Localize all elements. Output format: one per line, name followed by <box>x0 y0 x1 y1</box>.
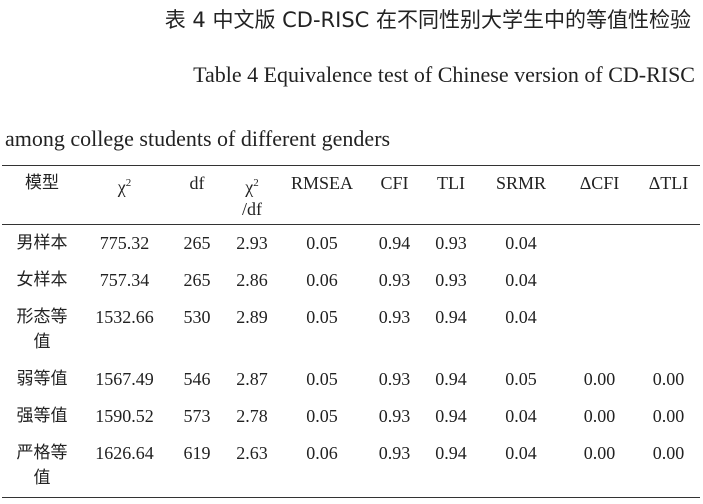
cell: 0.04 <box>505 406 537 426</box>
header-text: df <box>189 173 205 193</box>
superscript: 2 <box>253 177 259 189</box>
header-cell: CFI <box>367 165 422 225</box>
title-en: among college students of different gend… <box>5 126 391 151</box>
cell: 0.93 <box>378 270 411 290</box>
cell: 2.78 <box>236 406 268 426</box>
header-cell: ΔTLI <box>637 165 700 225</box>
header-cell: RMSEA <box>277 165 367 225</box>
header-text: ΔTLI <box>648 173 689 193</box>
cell: 0.93 <box>378 369 411 389</box>
header-text: χ <box>245 177 254 197</box>
row-label: 强等值 <box>16 406 68 426</box>
cell: 2.87 <box>236 369 268 389</box>
header-text: SRMR <box>495 173 547 193</box>
table-row: 男样本 775.32 265 2.93 0.05 0.94 0.93 0.04 <box>2 225 700 263</box>
cell: 265 <box>183 233 211 253</box>
cell: 0.00 <box>652 443 685 463</box>
header-cell: 模型 <box>2 165 82 225</box>
header-cell: df <box>167 165 227 225</box>
cell: 0.00 <box>583 406 616 426</box>
table-row: 严格等值 1626.64 619 2.63 0.06 0.93 0.94 0.04 0.00 0.… <box>2 435 700 498</box>
table-body: 男样本 775.32 265 2.93 0.05 0.94 0.93 0.04 女样本 757.3… <box>2 225 700 498</box>
cell: 0.05 <box>306 307 338 327</box>
cell: 1626.64 <box>95 443 154 463</box>
table-row: 弱等值 1567.49 546 2.87 0.05 0.93 0.94 0.05 0.00 0.0… <box>2 361 700 398</box>
cell: 757.34 <box>99 270 150 290</box>
cell: 2.93 <box>236 233 268 253</box>
cell: 0.93 <box>435 233 467 253</box>
cell: 0.00 <box>583 369 616 389</box>
cell: 2.86 <box>236 270 268 290</box>
empty-cell <box>562 262 637 299</box>
cell: 1532.66 <box>95 307 154 327</box>
cell: 0.05 <box>306 406 338 426</box>
header-text: ΔCFI <box>579 173 620 193</box>
row-label: 形态等值 <box>16 307 68 352</box>
header-cell: TLI <box>422 165 480 225</box>
cell: 0.94 <box>435 406 467 426</box>
title-cn: 表 4 中文版 CD-RISC 在不同性别大学生中的等值性检验 <box>164 8 691 32</box>
empty-cell <box>562 299 637 361</box>
cell: 0.00 <box>652 369 685 389</box>
cell: 1567.49 <box>95 369 154 389</box>
header-cell: SRMR <box>480 165 562 225</box>
superscript: 2 <box>125 177 132 189</box>
cell: 0.00 <box>583 443 616 463</box>
cell: 0.05 <box>505 369 537 389</box>
header-cell: χ2 <box>82 165 167 225</box>
cell: 0.94 <box>435 443 467 463</box>
table-row: 形态等值 1532.66 530 2.89 0.05 0.93 0.94 0.04 <box>2 299 700 361</box>
cell: 0.04 <box>505 443 537 463</box>
empty-cell <box>562 225 637 263</box>
cell: 265 <box>183 270 211 290</box>
cell: 0.93 <box>378 307 411 327</box>
header-text: /df <box>242 199 262 219</box>
cell: 0.04 <box>505 233 537 253</box>
row-label: 弱等值 <box>16 369 68 389</box>
cell: 0.05 <box>306 369 338 389</box>
cell: 2.63 <box>236 443 268 463</box>
cell: 0.94 <box>378 233 411 253</box>
cell: 573 <box>183 406 211 426</box>
row-label: 女样本 <box>16 270 68 290</box>
cell: 0.93 <box>435 270 467 290</box>
cell: 546 <box>183 369 211 389</box>
header-row: 模型 χ2 df χ2/df RMSEA CFI TLI SRMR ΔCFI ΔTLI <box>2 165 700 225</box>
cell: 0.05 <box>306 233 338 253</box>
header-text: RMSEA <box>290 173 353 193</box>
header-text: 模型 <box>25 173 59 193</box>
cell: 2.89 <box>236 307 268 327</box>
empty-cell <box>637 262 700 299</box>
table-row: 女样本 757.34 265 2.86 0.06 0.93 0.93 0.04 <box>2 262 700 299</box>
header-cell: χ2/df <box>227 165 277 225</box>
cell: 0.93 <box>378 443 411 463</box>
row-label: 严格等值 <box>16 443 68 488</box>
row-label: 男样本 <box>16 233 68 253</box>
table-row: 强等值 1590.52 573 2.78 0.05 0.93 0.94 0.04 0.00 0.0… <box>2 398 700 435</box>
header-text: χ <box>117 177 126 197</box>
cell: 530 <box>183 307 211 327</box>
cell: 775.32 <box>99 233 150 253</box>
cell: 0.94 <box>435 369 467 389</box>
empty-cell <box>637 225 700 263</box>
cell: 0.94 <box>435 307 467 327</box>
cell: 0.04 <box>505 307 537 327</box>
cell: 0.06 <box>306 443 338 463</box>
cell: 0.93 <box>378 406 411 426</box>
title-en: Table 4 Equivalence test of Chinese vers… <box>193 62 695 87</box>
cell: 1590.52 <box>95 406 154 426</box>
cell: 0.00 <box>652 406 685 426</box>
header-text: TLI <box>437 173 465 193</box>
table: 模型 χ2 df χ2/df RMSEA CFI TLI SRMR ΔCFI ΔTLI 男样本 77… <box>2 165 700 498</box>
cell: 0.04 <box>505 270 537 290</box>
cell: 0.06 <box>306 270 338 290</box>
header-text: CFI <box>380 173 409 193</box>
empty-cell <box>637 299 700 361</box>
cell: 619 <box>183 443 211 463</box>
header-cell: ΔCFI <box>562 165 637 225</box>
